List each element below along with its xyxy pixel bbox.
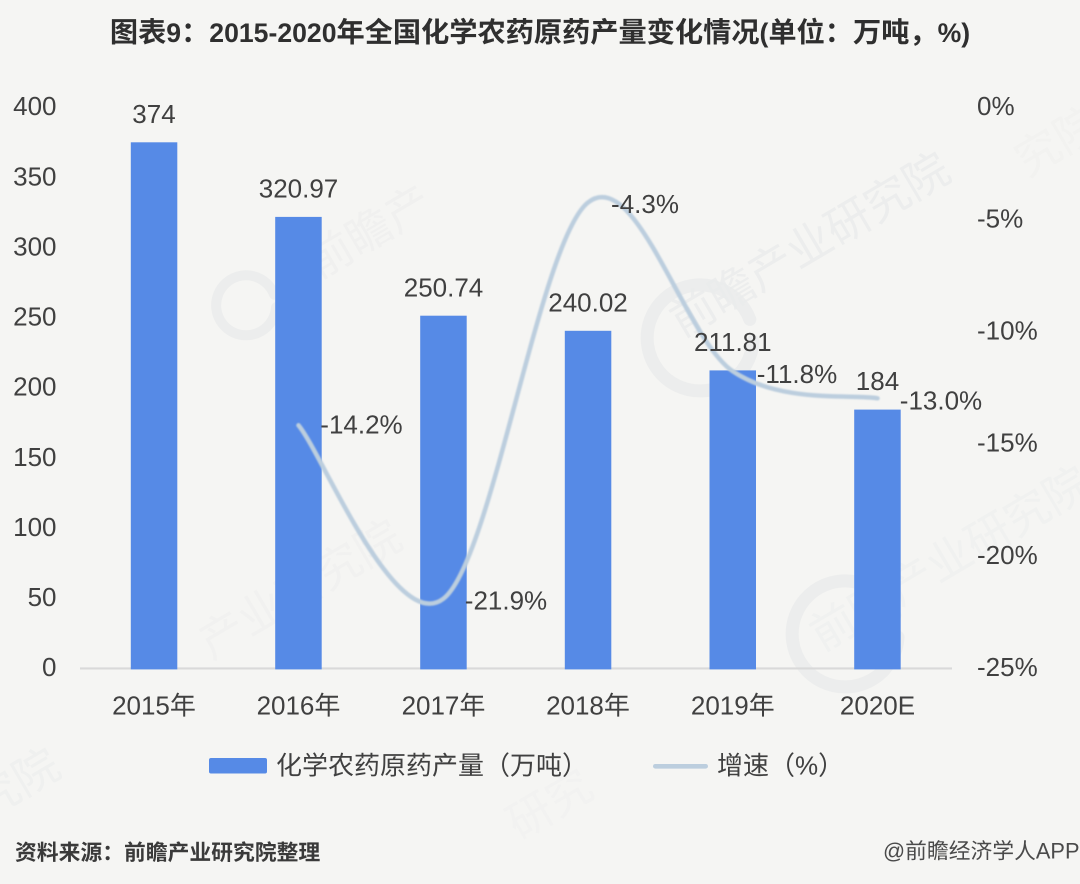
svg-text:-13.0%: -13.0% (900, 386, 982, 416)
svg-text:%: % (795, 751, 818, 781)
svg-text:-11.8%: -11.8% (757, 359, 837, 389)
svg-text:%): %) (938, 18, 971, 48)
svg-text:320.97: 320.97 (259, 174, 339, 204)
svg-text:-21.9%: -21.9% (465, 586, 547, 616)
svg-text:-5%: -5% (977, 203, 1023, 233)
svg-text:200: 200 (13, 372, 56, 402)
svg-text:@: @ (883, 839, 905, 864)
svg-text:50: 50 (28, 582, 57, 612)
svg-text:APP: APP (1036, 839, 1080, 864)
svg-text:-20%: -20% (977, 540, 1038, 570)
svg-text:240.02: 240.02 (548, 287, 628, 317)
svg-text:2018: 2018 (546, 691, 604, 721)
svg-text:211.81: 211.81 (694, 327, 772, 357)
svg-text:2017: 2017 (402, 691, 460, 721)
svg-text:100: 100 (13, 512, 56, 542)
svg-text:374: 374 (132, 99, 175, 129)
svg-text:9: 9 (166, 18, 181, 48)
svg-text:2019: 2019 (691, 691, 749, 721)
svg-text:300: 300 (13, 231, 56, 261)
svg-text:250: 250 (13, 302, 56, 332)
svg-text:350: 350 (13, 161, 56, 191)
svg-text:0%: 0% (977, 91, 1015, 121)
svg-text:0: 0 (42, 652, 56, 682)
svg-text:184: 184 (856, 366, 899, 396)
svg-text:2020E: 2020E (840, 691, 915, 721)
svg-text:400: 400 (13, 91, 56, 121)
svg-text:2015-2020: 2015-2020 (209, 18, 336, 48)
svg-text:150: 150 (13, 442, 56, 472)
svg-text:-14.2%: -14.2% (320, 410, 402, 440)
svg-text:-10%: -10% (977, 316, 1038, 346)
svg-text:-25%: -25% (977, 652, 1038, 682)
svg-text:2015: 2015 (112, 691, 170, 721)
svg-text:2016: 2016 (257, 691, 315, 721)
svg-text:250.74: 250.74 (404, 272, 484, 302)
svg-text:-15%: -15% (977, 428, 1038, 458)
svg-text:-4.3%: -4.3% (611, 189, 679, 219)
svg-text:(: ( (760, 18, 769, 48)
